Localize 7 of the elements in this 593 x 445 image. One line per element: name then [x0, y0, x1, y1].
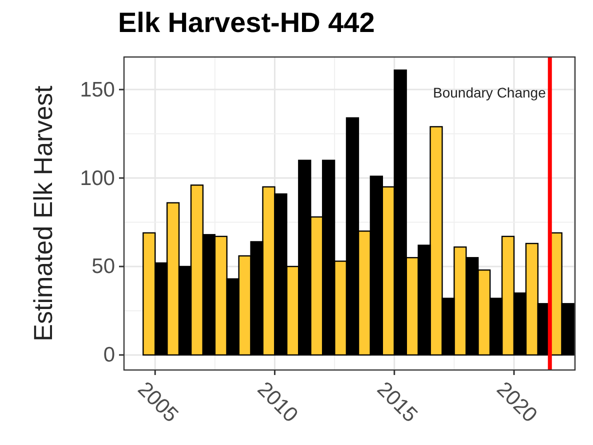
y-tick-label: 150 — [80, 78, 115, 102]
y-axis-title: Estimated Elk Harvest — [28, 84, 58, 342]
ref-line-label: Boundary Change — [433, 84, 546, 101]
y-tick-label: 100 — [80, 166, 115, 190]
y-tick-label: 0 — [103, 344, 115, 367]
y-tick-label: 50 — [92, 255, 115, 278]
chart-title: Elk Harvest-HD 442 — [118, 7, 375, 38]
